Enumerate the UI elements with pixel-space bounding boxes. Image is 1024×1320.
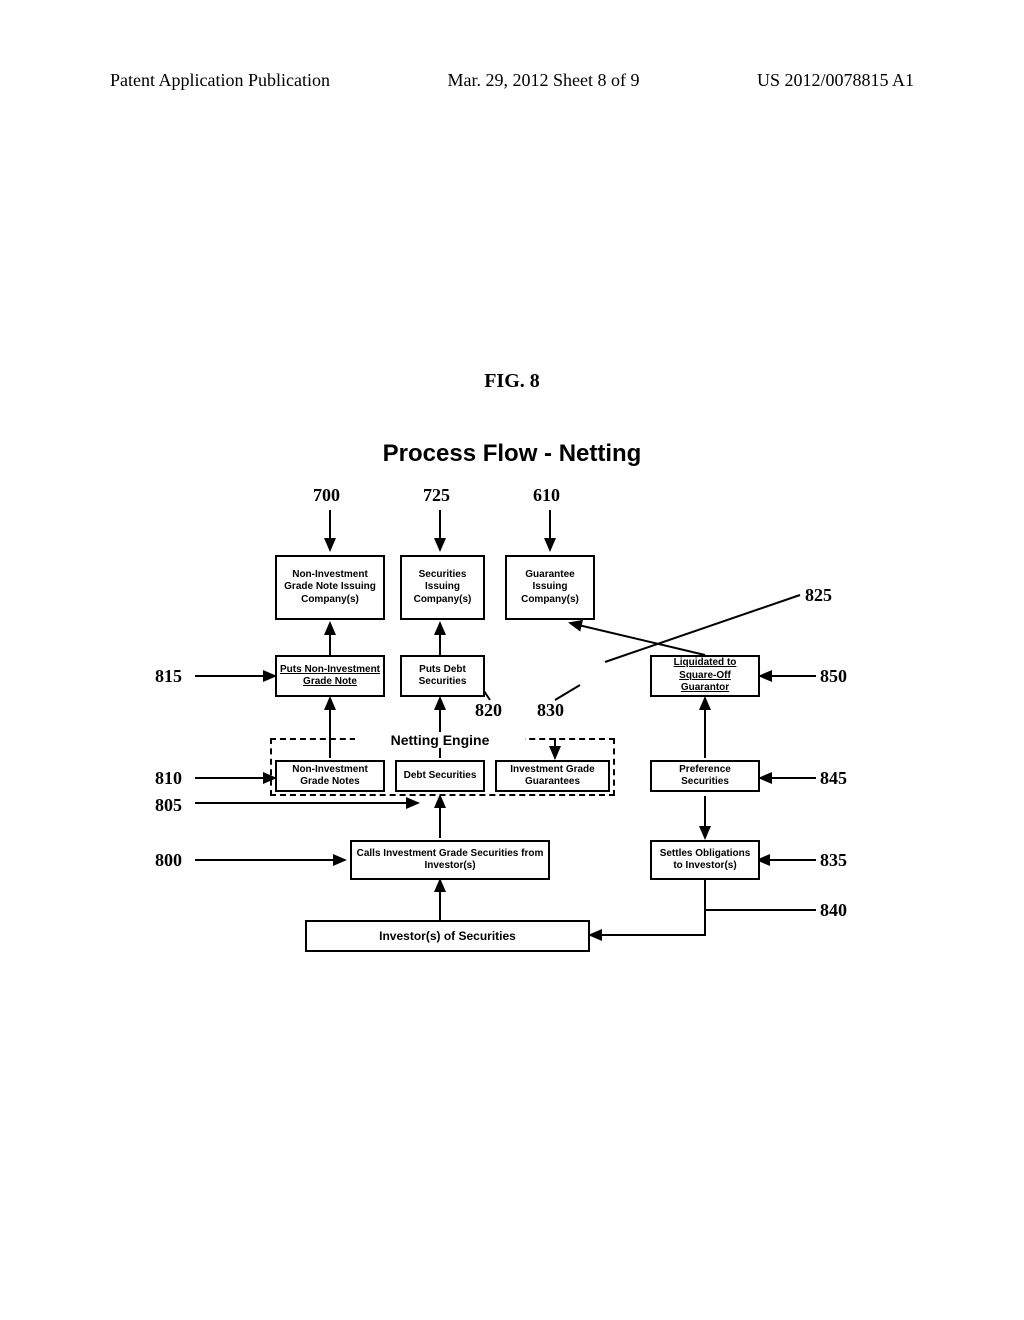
- ref-850: 850: [820, 666, 847, 687]
- box-inv-grade-guar: Investment Grade Guarantees: [495, 760, 610, 792]
- box-puts-debt: Puts Debt Securities: [400, 655, 485, 697]
- ref-725: 725: [423, 485, 450, 506]
- ref-815: 815: [155, 666, 182, 687]
- ref-840: 840: [820, 900, 847, 921]
- ref-805: 805: [155, 795, 182, 816]
- box-noninv-notes: Non-Investment Grade Notes: [275, 760, 385, 792]
- ref-830: 830: [537, 700, 564, 721]
- header-center: Mar. 29, 2012 Sheet 8 of 9: [447, 70, 639, 91]
- box-noninv-issuing: Non-Investment Grade Note Issuing Compan…: [275, 555, 385, 620]
- figure-caption: FIG. 8: [0, 370, 1024, 393]
- ref-845: 845: [820, 768, 847, 789]
- ref-820: 820: [475, 700, 502, 721]
- box-sec-issuing: Securities Issuing Company(s): [400, 555, 485, 620]
- box-debt-sec: Debt Securities: [395, 760, 485, 792]
- ref-800: 800: [155, 850, 182, 871]
- ref-810: 810: [155, 768, 182, 789]
- box-liquidated: Liquidated to Square-Off Guarantor: [650, 655, 760, 697]
- header-left: Patent Application Publication: [110, 70, 330, 91]
- diagram-title: Process Flow - Netting: [0, 440, 1024, 468]
- box-puts-noninv: Puts Non-Investment Grade Note: [275, 655, 385, 697]
- ref-825: 825: [805, 585, 832, 606]
- box-settles: Settles Obligations to Investor(s): [650, 840, 760, 880]
- netting-engine-label: Netting Engine: [355, 732, 525, 748]
- box-calls-inv: Calls Investment Grade Securities from I…: [350, 840, 550, 880]
- ref-610: 610: [533, 485, 560, 506]
- box-pref-sec: Preference Securities: [650, 760, 760, 792]
- box-guar-issuing: Guarantee Issuing Company(s): [505, 555, 595, 620]
- flowchart: 700 725 610 Non-Investment Grade Note Is…: [140, 480, 880, 1000]
- ref-835: 835: [820, 850, 847, 871]
- page-header: Patent Application Publication Mar. 29, …: [0, 70, 1024, 91]
- ref-700: 700: [313, 485, 340, 506]
- box-investors: Investor(s) of Securities: [305, 920, 590, 952]
- header-right: US 2012/0078815 A1: [757, 70, 914, 91]
